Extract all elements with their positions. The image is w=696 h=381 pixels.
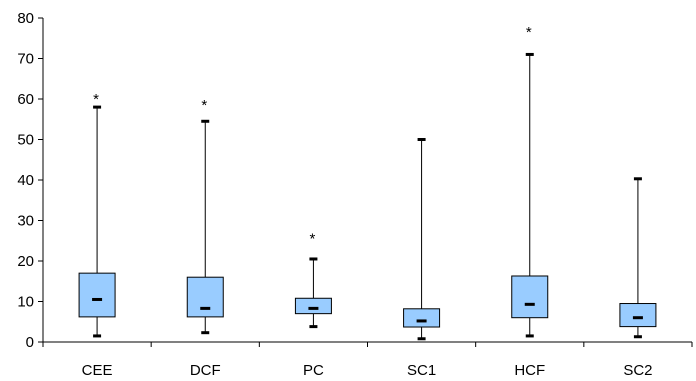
box-pc: *: [294, 231, 332, 329]
y-tick-label: 40: [17, 172, 34, 189]
iqr-box: [511, 275, 549, 319]
x-category-label: CEE: [82, 362, 113, 379]
y-tick-label: 0: [26, 334, 34, 351]
boxes: * * * *: [78, 24, 657, 341]
iqr-box: [78, 272, 116, 318]
iqr-box: [619, 303, 657, 328]
iqr-box: [186, 276, 224, 318]
y-tick-label: 60: [17, 91, 34, 108]
y-axis: 0 10 20 30 40 50 60 70 80: [17, 10, 44, 351]
y-tick-label: 20: [17, 253, 34, 270]
outlier-marker: *: [201, 97, 207, 114]
x-category-label: SC1: [407, 362, 436, 379]
y-tick-label: 30: [17, 213, 34, 230]
x-category-label: DCF: [190, 362, 221, 379]
outlier-marker: *: [526, 24, 532, 41]
y-tick-label: 70: [17, 51, 34, 68]
box-cee: *: [78, 91, 116, 338]
x-category-label: SC2: [623, 362, 652, 379]
x-axis: CEE DCF PC SC1 HCF SC2: [42, 341, 693, 379]
box-sc2: [619, 177, 657, 339]
box-sc1: [403, 138, 441, 341]
x-category-label: PC: [303, 362, 324, 379]
iqr-box: [403, 308, 441, 328]
outlier-marker: *: [309, 231, 315, 248]
iqr-box: [294, 297, 332, 315]
box-dcf: *: [186, 97, 224, 335]
outlier-marker: *: [93, 91, 99, 108]
y-tick-label: 10: [17, 294, 34, 311]
y-tick-label: 80: [17, 10, 34, 27]
y-tick-label: 50: [17, 132, 34, 149]
x-category-label: HCF: [514, 362, 545, 379]
box-hcf: *: [511, 24, 549, 338]
